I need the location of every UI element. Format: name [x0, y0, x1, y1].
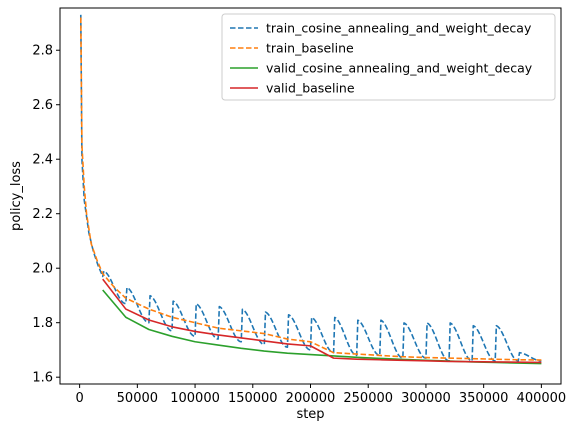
series-line-train-cosine-annealing-and-weight-decay — [79, 14, 542, 362]
x-axis-label: step — [296, 407, 324, 422]
x-tick-label: 150000 — [228, 391, 278, 406]
x-tick-label: 300000 — [401, 391, 451, 406]
legend-label: train_cosine_annealing_and_weight_decay — [266, 21, 532, 36]
legend-box — [221, 13, 556, 101]
x-tick-label: 400000 — [517, 391, 567, 406]
y-tick-label: 1.8 — [32, 316, 53, 331]
x-tick-label: 200000 — [286, 391, 336, 406]
legend: train_cosine_annealing_and_weight_decayt… — [221, 13, 556, 101]
x-tick-label: 250000 — [343, 391, 393, 406]
legend-label: train_baseline — [266, 41, 354, 56]
plot-frame — [59, 7, 562, 385]
x-tick-label: 0 — [75, 391, 83, 406]
x-tick-label: 350000 — [459, 391, 509, 406]
x-tick-label: 100000 — [170, 391, 220, 406]
y-axis-label: policy_loss — [9, 161, 24, 231]
x-tick-label: 50000 — [117, 391, 158, 406]
y-tick-label: 2.0 — [32, 262, 53, 277]
axes-layer: 0 50000 100000 150000 200000 250000 300000 3500… — [32, 44, 566, 406]
series-line-valid-baseline — [102, 278, 542, 364]
series-line-train-baseline — [79, 17, 542, 361]
y-tick-label: 2.6 — [32, 98, 53, 113]
y-tick-label: 2.4 — [32, 153, 53, 168]
y-tick-label: 2.2 — [32, 207, 53, 222]
series-layer — [79, 14, 542, 365]
legend-label: valid_baseline — [266, 81, 355, 96]
y-tick-label: 1.6 — [32, 371, 53, 386]
y-tick-label: 2.8 — [32, 44, 53, 59]
legend-label: valid_cosine_annealing_and_weight_decay — [266, 61, 533, 76]
